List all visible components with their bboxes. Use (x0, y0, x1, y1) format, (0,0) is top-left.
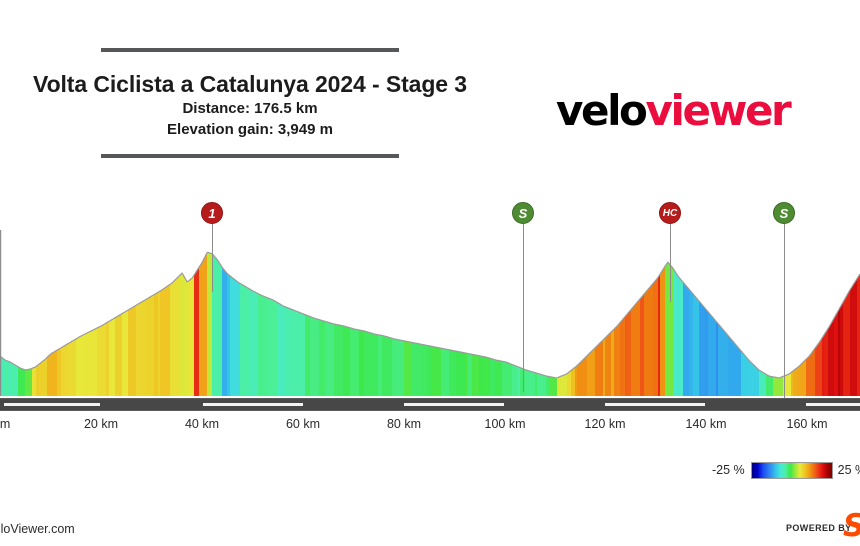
distance-ruler (0, 399, 860, 410)
cat1-climb-marker[interactable]: 1 (201, 202, 223, 224)
strava-logo-icon: S (843, 511, 860, 542)
x-axis-tick-6: 120 km (584, 417, 626, 431)
hc-climb-marker[interactable]: HC (659, 202, 681, 224)
profile-svg (0, 230, 860, 397)
ruler-segment-4 (806, 403, 860, 406)
legend-min-label: -25 % (712, 463, 745, 477)
page-title: Volta Ciclista a Catalunya 2024 - Stage … (33, 71, 467, 97)
x-axis-tick-0: km (0, 417, 11, 431)
sprint-marker-2[interactable]: S (773, 202, 795, 224)
elevation-profile-chart (0, 190, 860, 405)
sprint-marker-2-stem (784, 224, 785, 404)
legend-max-label: 25 % (837, 463, 860, 477)
title-rule-bottom (101, 154, 399, 158)
logo-text-velo: velo (556, 86, 648, 135)
ruler-segment-0 (4, 403, 100, 406)
cat1-climb-marker-stem (212, 224, 213, 292)
sprint-marker-1[interactable]: S (512, 202, 534, 224)
x-axis-tick-2: 40 km (184, 417, 220, 431)
distance-label: Distance: 176.5 km (182, 100, 318, 117)
ruler-segment-3 (605, 403, 705, 406)
title-rule-top (101, 48, 399, 52)
ruler-line-top (0, 398, 860, 399)
sprint-marker-1-stem (523, 224, 524, 392)
legend-gradient-bar (750, 461, 833, 479)
ruler-segment-1 (203, 403, 303, 406)
ruler-segment-2 (404, 403, 504, 406)
hc-climb-marker-stem (670, 224, 671, 302)
veloviewer-logo: veloviewer (556, 90, 792, 132)
x-axis-tick-8: 160 km (786, 417, 828, 431)
x-axis-labels: km 20 km 40 km 60 km 80 km 100 km 120 km 140 km… (0, 417, 860, 435)
title-block: Volta Ciclista a Catalunya 2024 - Stage … (0, 48, 500, 158)
gradient-legend: -25 % 25 % (712, 460, 860, 480)
x-axis-tick-1: 20 km (83, 417, 119, 431)
x-axis-tick-7: 140 km (685, 417, 727, 431)
ruler-line-bottom (0, 410, 860, 411)
footer-site-label: VeloViewer.com (0, 522, 75, 536)
x-axis-tick-3: 60 km (285, 417, 321, 431)
x-axis-tick-4: 80 km (386, 417, 422, 431)
x-axis-tick-5: 100 km (484, 417, 526, 431)
logo-text-viewer: viewer (645, 86, 792, 135)
powered-by-label: POWERED BY (786, 523, 852, 533)
elevation-gain-label: Elevation gain: 3,949 m (167, 121, 333, 138)
